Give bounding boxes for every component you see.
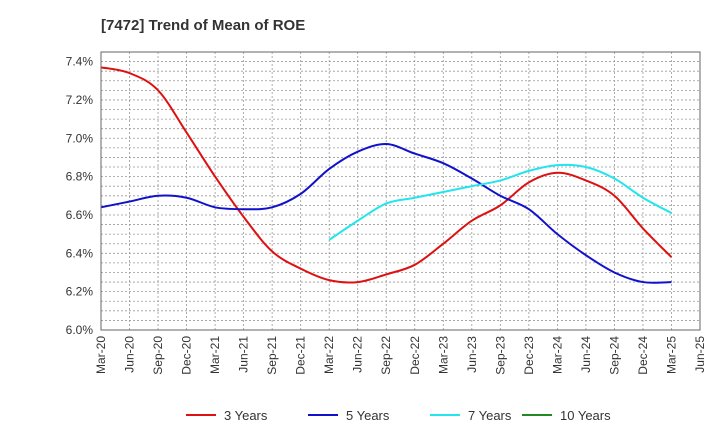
x-tick-label: Jun-21 [237, 336, 251, 373]
legend-label: 5 Years [346, 408, 390, 423]
x-tick-label: Mar-23 [436, 336, 450, 374]
legend-item-3-years: 3 Years [186, 408, 268, 423]
y-tick-label: 7.4% [66, 55, 94, 69]
legend-item-10-years: 10 Years [522, 408, 611, 423]
x-tick-label: Dec-20 [180, 336, 194, 375]
x-tick-label: Sep-20 [151, 336, 165, 375]
series-line-3-years [100, 66, 673, 284]
x-tick-label: Dec-23 [522, 336, 536, 375]
plot-area [101, 52, 700, 330]
series-line-7-years [328, 163, 672, 241]
x-tick-label: Jun-20 [123, 336, 137, 373]
x-tick-label: Jun-24 [579, 336, 593, 373]
plot-border [100, 51, 701, 331]
x-tick-label: Sep-24 [607, 336, 621, 375]
x-tick-label: Mar-20 [94, 336, 108, 374]
x-axis-ticks: Mar-20 Jun-20 Sep-20 Dec-20 Mar-21 Jun-21 Sep-… [94, 336, 707, 375]
series-layer [100, 66, 673, 284]
x-tick-label: Dec-24 [636, 336, 650, 375]
legend: 3 Years 5 Years 7 Years 10 Years [186, 408, 611, 423]
chart-title: [7472] Trend of Mean of ROE [101, 17, 305, 34]
legend-label: 10 Years [560, 408, 611, 423]
y-tick-label: 6.6% [66, 208, 94, 222]
x-tick-label: Mar-24 [550, 336, 564, 374]
y-tick-label: 7.0% [66, 131, 94, 145]
legend-label: 7 Years [468, 408, 512, 423]
x-tick-label: Sep-23 [493, 336, 507, 375]
y-tick-label: 7.2% [66, 93, 94, 107]
y-tick-label: 6.4% [66, 246, 94, 260]
x-tick-label: Dec-22 [408, 336, 422, 375]
x-tick-label: Sep-22 [379, 336, 393, 375]
x-tick-label: Jun-25 [693, 336, 707, 373]
x-tick-label: Jun-23 [465, 336, 479, 373]
x-tick-label: Jun-22 [351, 336, 365, 373]
y-axis-ticks: 6.0% 6.2% 6.4% 6.6% 6.8% 7.0% 7.2% 7.4% [66, 55, 94, 337]
series-line-5-years [100, 143, 672, 284]
legend-item-7-years: 7 Years [430, 408, 512, 423]
x-tick-label: Dec-21 [294, 336, 308, 375]
x-tick-label: Mar-21 [208, 336, 222, 374]
x-tick-label: Sep-21 [265, 336, 279, 375]
legend-item-5-years: 5 Years [308, 408, 390, 423]
legend-label: 3 Years [224, 408, 268, 423]
y-tick-label: 6.8% [66, 170, 94, 184]
x-tick-label: Mar-22 [322, 336, 336, 374]
y-tick-label: 6.0% [66, 323, 94, 337]
y-tick-label: 6.2% [66, 285, 94, 299]
x-tick-label: Mar-25 [664, 336, 678, 374]
